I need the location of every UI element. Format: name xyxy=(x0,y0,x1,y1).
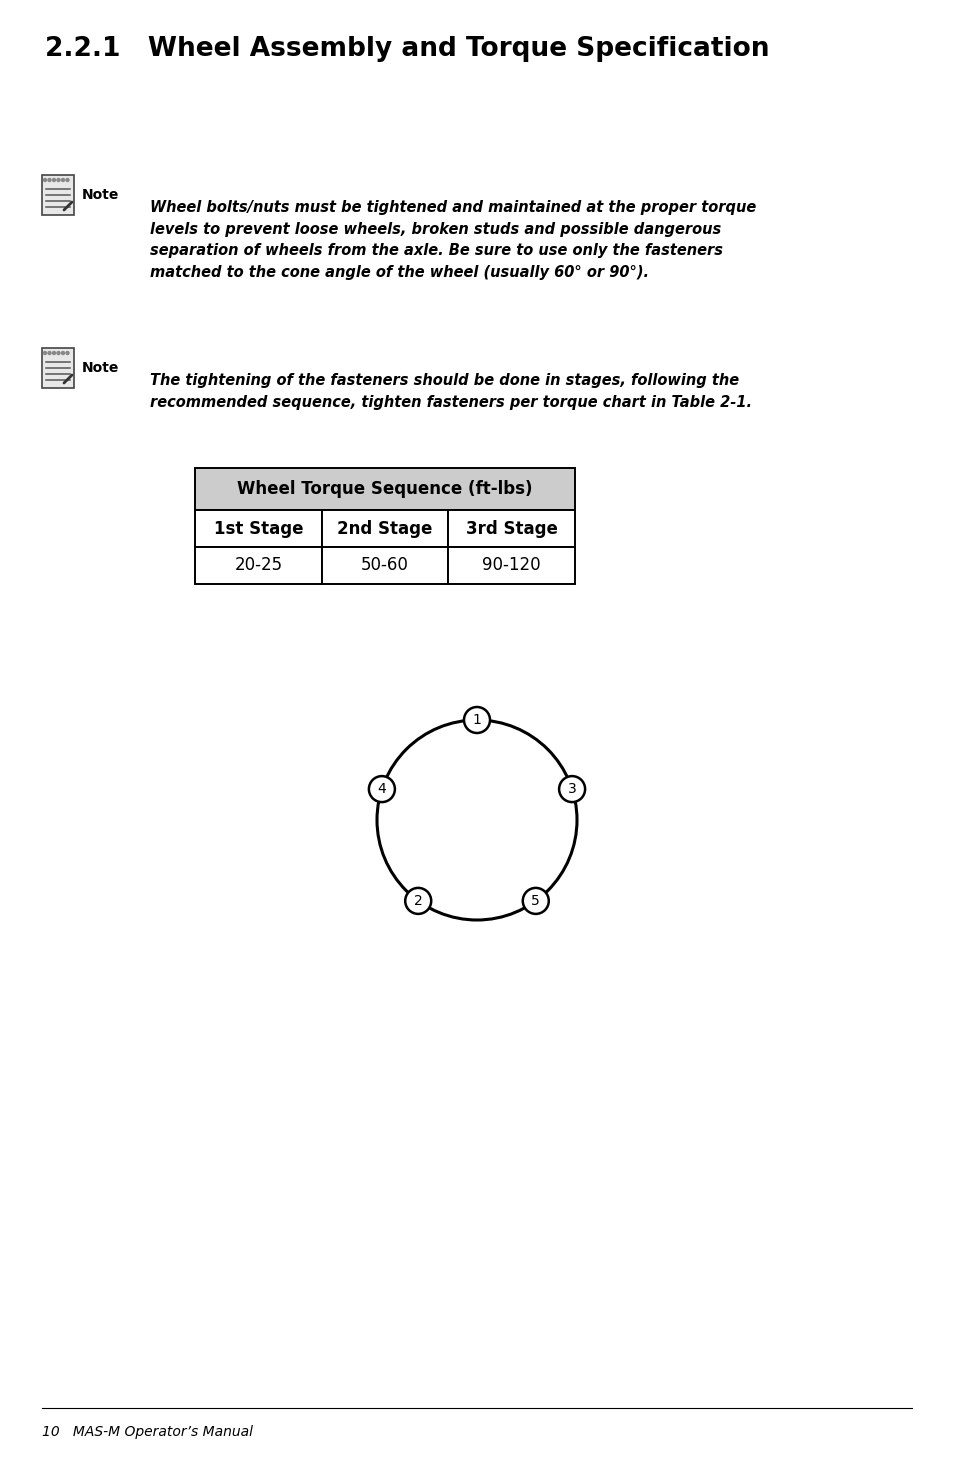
Bar xyxy=(321,547,448,584)
Bar xyxy=(42,176,74,215)
Text: The tightening of the fasteners should be done in stages, following the
recommen: The tightening of the fasteners should b… xyxy=(150,373,751,410)
Text: 1: 1 xyxy=(472,712,481,727)
Text: 3rd Stage: 3rd Stage xyxy=(465,519,557,537)
Circle shape xyxy=(57,178,60,181)
Text: 1st Stage: 1st Stage xyxy=(213,519,303,537)
Text: 20-25: 20-25 xyxy=(234,556,282,574)
Circle shape xyxy=(61,351,65,354)
Text: 5: 5 xyxy=(531,894,539,909)
Circle shape xyxy=(44,351,47,354)
Circle shape xyxy=(48,178,51,181)
Circle shape xyxy=(522,888,548,914)
Circle shape xyxy=(405,888,431,914)
Text: 2nd Stage: 2nd Stage xyxy=(337,519,433,537)
Text: 50-60: 50-60 xyxy=(360,556,409,574)
Text: 4: 4 xyxy=(377,782,386,796)
Bar xyxy=(448,547,575,584)
Text: 3: 3 xyxy=(567,782,576,796)
Bar xyxy=(42,348,74,388)
Text: 2.2.1   Wheel Assembly and Torque Specification: 2.2.1 Wheel Assembly and Torque Specific… xyxy=(45,35,769,62)
Circle shape xyxy=(52,351,55,354)
Text: Wheel bolts/nuts must be tightened and maintained at the proper torque
levels to: Wheel bolts/nuts must be tightened and m… xyxy=(150,201,756,280)
Circle shape xyxy=(57,351,60,354)
Circle shape xyxy=(66,178,69,181)
Bar xyxy=(448,510,575,547)
Text: Note: Note xyxy=(82,187,119,202)
Bar xyxy=(194,468,575,510)
Circle shape xyxy=(369,776,395,802)
Bar xyxy=(194,547,321,584)
Text: 90-120: 90-120 xyxy=(482,556,540,574)
Text: Note: Note xyxy=(82,361,119,375)
Bar xyxy=(194,510,321,547)
Circle shape xyxy=(52,178,55,181)
Circle shape xyxy=(66,351,69,354)
Text: 2: 2 xyxy=(414,894,422,909)
Circle shape xyxy=(558,776,584,802)
Text: Wheel Torque Sequence (ft-lbs): Wheel Torque Sequence (ft-lbs) xyxy=(237,479,532,499)
Bar xyxy=(321,510,448,547)
Circle shape xyxy=(463,707,490,733)
Circle shape xyxy=(48,351,51,354)
Text: 10   MAS-M Operator’s Manual: 10 MAS-M Operator’s Manual xyxy=(42,1425,253,1440)
Circle shape xyxy=(44,178,47,181)
Circle shape xyxy=(61,178,65,181)
